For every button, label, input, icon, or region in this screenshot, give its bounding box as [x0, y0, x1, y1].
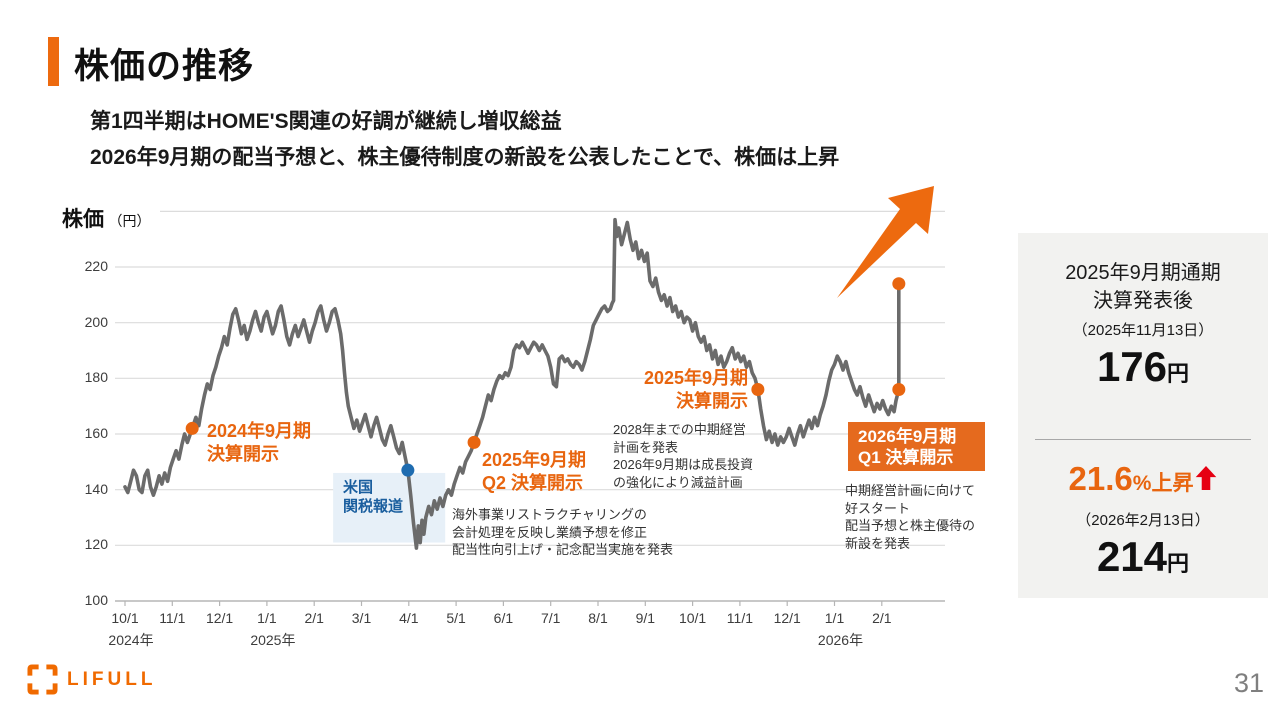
- y-tick-label: 220: [84, 258, 108, 274]
- note-line: 中期経営計画に向けて: [845, 483, 976, 498]
- note-line: 新設を発表: [845, 535, 911, 551]
- x-tick-label: 10/1: [111, 610, 139, 626]
- note-line: 2028年までの中期経営: [613, 422, 746, 437]
- chart-axis-title-unit: （円）: [108, 213, 151, 229]
- percent-value: 21.6: [1068, 460, 1133, 497]
- annotation-us-tariff: 米国 関税報道: [343, 478, 403, 516]
- x-year-label: 2025年: [250, 632, 296, 648]
- stock-price-series: [123, 217, 901, 550]
- x-tick-label: 11/1: [159, 610, 186, 626]
- x-tick-label: 8/1: [588, 610, 608, 626]
- y-tick-label: 160: [84, 425, 108, 441]
- y-tick-label: 200: [84, 313, 108, 330]
- annotation-q1-2026-box: 2026年9月期 Q1 決算開示: [848, 422, 985, 471]
- note-line: 配当性向引上げ・記念配当実施を発表: [452, 542, 674, 557]
- note-line: 好スタート: [845, 500, 911, 516]
- summary-heading-line: 決算発表後: [1093, 290, 1193, 312]
- x-axis-tick-marks: [124, 601, 883, 606]
- annotation-line: 決算開示: [676, 391, 748, 411]
- summary-price-1: 176円: [1018, 342, 1268, 399]
- summary-date-2: （2026年2月13日）: [1076, 512, 1210, 529]
- x-tick-label: 2/1: [872, 610, 892, 626]
- price-unit: 円: [1167, 551, 1190, 576]
- event-marker-dot: [467, 435, 481, 449]
- summary-heading: 2025年9月期通期 決算発表後: [1018, 259, 1268, 315]
- note-q1-good-start: 中期経営計画に向けて 好スタート 配当予想と株主優待の 新設を発表: [845, 482, 975, 552]
- note-line: 会計処理を反映し業績予想を修正: [452, 524, 648, 540]
- subtitle-line-1: 第1四半期はHOME'S関連の好調が継続し増収総益: [90, 110, 562, 133]
- up-arrow-icon: [1196, 466, 1217, 490]
- summary-divider: [1035, 439, 1251, 440]
- note-line: 配当予想と株主優待の: [845, 518, 976, 533]
- chart-axis-title-main: 株価: [62, 208, 104, 231]
- lifull-logo-icon: [27, 664, 58, 695]
- annotation-line: 2025年9月期: [482, 450, 587, 470]
- price-line: [123, 217, 901, 550]
- lifull-logo: LIFULL: [27, 664, 156, 695]
- slide-subtitle: 第1四半期はHOME'S関連の好調が継続し増収総益 2026年9月期の配当予想と…: [90, 104, 839, 176]
- annotation-earnings-2024: 2024年9月期 決算開示: [207, 420, 311, 466]
- x-tick-label: 7/1: [540, 610, 561, 626]
- summary-heading-line: 2025年9月期通期: [1065, 262, 1221, 284]
- y-tick-label: 140: [84, 480, 108, 497]
- event-marker-dot: [892, 382, 906, 396]
- page-number: 31: [1233, 668, 1264, 698]
- annotation-line: 関税報道: [343, 498, 404, 515]
- x-year-label: 2026年: [817, 632, 864, 648]
- summary-price-2: 214円: [1018, 532, 1268, 589]
- title-accent-bar: [48, 37, 59, 86]
- price-unit: 円: [1167, 361, 1190, 386]
- price-value: 214: [1096, 533, 1168, 580]
- annotation-line: Q1 決算開示: [858, 448, 954, 467]
- lifull-logo-text: LIFULL: [67, 668, 157, 690]
- x-tick-label: 3/1: [351, 610, 372, 626]
- subtitle-line-2: 2026年9月期の配当予想と、株主優待制度の新設を公表したことで、株価は上昇: [90, 146, 840, 169]
- annotation-line: 2026年9月期: [858, 427, 957, 446]
- y-tick-label: 100: [84, 592, 108, 608]
- x-tick-label: 4/1: [399, 610, 419, 626]
- note-q2-restructuring: 海外事業リストラクチャリングの 会計処理を反映し業績予想を修正 配当性向引上げ・…: [452, 506, 673, 559]
- price-value: 176: [1096, 343, 1168, 390]
- note-line: 計画を発表: [613, 439, 679, 455]
- x-tick-label: 6/1: [493, 610, 514, 626]
- annotation-line: 決算開示: [207, 444, 279, 464]
- chart-axis-title: 株価 （円）: [62, 203, 161, 235]
- x-tick-label: 11/1: [726, 610, 753, 626]
- x-tick-label: 9/1: [635, 610, 656, 626]
- x-tick-label: 5/1: [446, 610, 466, 626]
- note-line: 2026年9月期は成長投資: [613, 457, 754, 472]
- x-tick-label: 10/1: [678, 610, 707, 626]
- annotation-line: 2024年9月期: [207, 421, 312, 441]
- note-mid-term-plan: 2028年までの中期経営 計画を発表 2026年9月期は成長投資 の強化により減…: [613, 421, 753, 491]
- annotation-line: Q2 決算開示: [482, 473, 584, 493]
- y-tick-label: 120: [84, 536, 108, 553]
- surge-arrow-icon: [837, 186, 934, 298]
- x-tick-label: 2/1: [304, 610, 324, 626]
- summary-date-1: （2025年11月13日）: [1072, 322, 1214, 339]
- note-line: の強化により減益計画: [613, 474, 743, 490]
- y-tick-label: 180: [84, 369, 108, 386]
- price-summary-panel: 2025年9月期通期 決算発表後 （2025年11月13日） 176円 21.6…: [1018, 233, 1268, 598]
- event-marker-dot: [751, 382, 765, 396]
- percent-suffix: %上昇: [1132, 472, 1194, 495]
- x-tick-label: 1/1: [257, 610, 277, 626]
- annotation-line: 2025年9月期: [643, 368, 748, 388]
- page-title: 株価の推移: [74, 47, 255, 86]
- annotation-line: 米国: [343, 479, 374, 496]
- event-marker-dot: [401, 463, 415, 477]
- x-year-label: 2024年: [108, 632, 154, 648]
- x-tick-label: 12/1: [773, 610, 801, 626]
- event-marker-dot: [892, 277, 906, 291]
- annotation-earnings-2025: 2025年9月期 決算開示: [598, 367, 748, 413]
- event-marker-dot: [185, 421, 199, 435]
- x-tick-label: 1/1: [824, 610, 845, 626]
- x-tick-label: 12/1: [205, 610, 234, 626]
- note-line: 海外事業リストラクチャリングの: [452, 507, 647, 522]
- summary-percent-rise: 21.6%上昇: [1018, 462, 1268, 501]
- annotation-q2-2025: 2025年9月期 Q2 決算開示: [482, 449, 586, 495]
